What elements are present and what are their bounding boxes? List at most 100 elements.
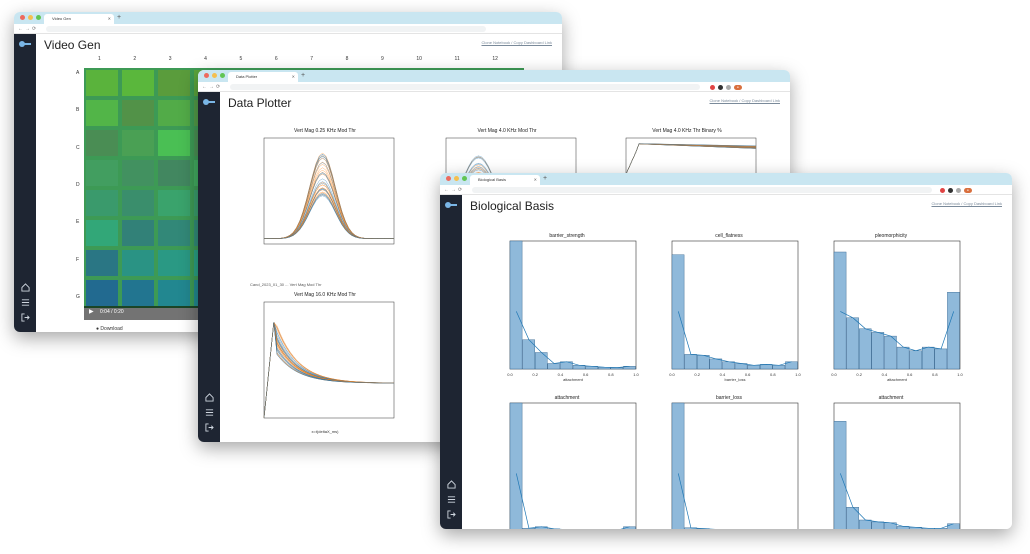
clone-links[interactable]: Clone Notebook / Copy Dashboard Link (481, 40, 553, 45)
column-label: 1 (98, 56, 101, 62)
logo-icon (19, 41, 31, 47)
blue-series-line (263, 322, 394, 419)
new-tab-icon[interactable]: + (543, 175, 548, 182)
play-icon[interactable]: ▶ (89, 309, 94, 315)
blue-series-line (625, 143, 757, 175)
plate-well (86, 250, 118, 276)
orange-series-line (264, 184, 394, 239)
blue-series-line (263, 322, 395, 419)
paused-badge[interactable]: ● (734, 84, 742, 90)
plot-frame (625, 137, 757, 175)
histogram-cell_flatness: cell_flatness 0.0 0.2 0.4 0.6 0.8 1.0 barrier_l… (654, 233, 804, 383)
close-tab-icon[interactable]: ✕ (291, 74, 295, 79)
nav-arrows-icon[interactable]: ←→⟳ (18, 26, 39, 32)
histogram-bar (947, 292, 960, 370)
orange-series-line (263, 322, 394, 419)
new-tab-icon[interactable]: + (301, 72, 306, 79)
orange-series-line (625, 143, 757, 175)
sidebar (440, 195, 462, 529)
plate-well (158, 280, 190, 306)
histogram-frame (671, 240, 799, 370)
nav-arrows-icon[interactable]: ←→⟳ (202, 84, 223, 90)
browser-tab[interactable]: Biological Basis ✕ (470, 175, 540, 185)
orange-series-line (263, 322, 394, 419)
orange-series-line (625, 143, 757, 175)
browser-tab[interactable]: Data Plotter ✕ (228, 72, 298, 82)
new-tab-icon[interactable]: + (117, 14, 122, 21)
clone-links[interactable]: Clone Notebook / Copy Dashboard Link (931, 201, 1003, 206)
kde-curve (515, 311, 630, 368)
plate-well (86, 70, 118, 96)
kde-curve (677, 473, 716, 529)
window-controls[interactable] (204, 73, 225, 78)
video-controls[interactable]: ▶ 0:04 / 0:20 (84, 306, 234, 320)
blue-series-line (263, 322, 395, 419)
logout-icon[interactable] (204, 423, 214, 432)
histogram-bar (722, 361, 735, 370)
plate-well (158, 70, 190, 96)
histogram-bar (709, 358, 723, 370)
list-icon[interactable] (447, 495, 456, 504)
orange-series-line (263, 321, 394, 419)
column-label: 3 (168, 56, 172, 62)
close-tab-icon[interactable]: ✕ (107, 16, 111, 21)
home-icon[interactable] (446, 480, 456, 489)
extension-icons[interactable]: ● (710, 84, 742, 90)
clone-links[interactable]: Clone Notebook / Copy Dashboard Link (709, 98, 781, 103)
paused-badge[interactable]: ● (964, 187, 972, 193)
blue-series-line (263, 322, 394, 419)
list-icon[interactable] (21, 298, 30, 307)
histogram-bar (535, 352, 548, 370)
tab-bar: Data Plotter ✕ + (198, 70, 790, 82)
orange-series-line (625, 143, 757, 175)
histogram-bar (909, 350, 922, 370)
blue-series-line (263, 322, 394, 419)
url-field[interactable] (46, 26, 486, 32)
histogram-bar (772, 365, 786, 370)
blue-series-line (625, 143, 757, 175)
plate-well (158, 130, 190, 156)
extension-icons[interactable]: ● (940, 187, 972, 193)
logout-icon[interactable] (446, 510, 456, 519)
histogram-bar (671, 254, 685, 370)
window-controls[interactable] (20, 15, 41, 20)
window-controls[interactable] (446, 176, 467, 181)
line-plot-4: Vert Mag 16.0 KHz Mod Thr x=t(deltaX_ms) (250, 292, 400, 434)
download-button[interactable]: ● Download (96, 326, 123, 332)
blue-series-line (264, 153, 394, 239)
plot-title: Vert Mag 0.25 KHz Mod Thr (294, 128, 356, 134)
blue-series-line (625, 143, 757, 175)
close-tab-icon[interactable]: ✕ (533, 177, 537, 182)
page-title: Data Plotter (228, 96, 292, 110)
orange-series-line (625, 143, 757, 175)
x-tick-label: 0.0 (507, 372, 513, 377)
plot-subcaption: Cand_2023_01_30 ... Vert Mag Mod Thr (250, 282, 322, 287)
row-label: D (76, 181, 80, 188)
url-field[interactable] (472, 187, 932, 193)
home-icon[interactable] (20, 283, 30, 292)
histogram-title: cell_flatness (715, 233, 743, 239)
sidebar (14, 34, 36, 332)
x-tick-label: 0.2 (532, 372, 538, 377)
address-bar: ←→⟳ ● (440, 185, 1012, 195)
url-field[interactable] (230, 84, 700, 90)
logout-icon[interactable] (20, 313, 30, 322)
plate-well (158, 250, 190, 276)
list-icon[interactable] (205, 408, 214, 417)
x-tick-label: 0.0 (669, 372, 675, 377)
histogram-bar (859, 519, 872, 529)
plate-well (122, 280, 154, 306)
histogram-bar (846, 506, 859, 529)
orange-series-line (263, 322, 394, 419)
column-labels: 1 2 3 4 5 6 7 8 9 10 11 12 (98, 56, 498, 62)
orange-series-line (625, 143, 757, 175)
histogram-title: attachment (878, 395, 904, 401)
column-label: 8 (345, 56, 349, 62)
video-time: 0:04 / 0:20 (100, 309, 124, 315)
browser-tab[interactable]: Video Gen ✕ (44, 14, 114, 24)
home-icon[interactable] (204, 393, 214, 402)
nav-arrows-icon[interactable]: ←→⟳ (444, 187, 465, 193)
orange-series-line (263, 322, 395, 419)
blue-series-line (625, 143, 757, 175)
x-axis-label: attachment (887, 377, 908, 382)
